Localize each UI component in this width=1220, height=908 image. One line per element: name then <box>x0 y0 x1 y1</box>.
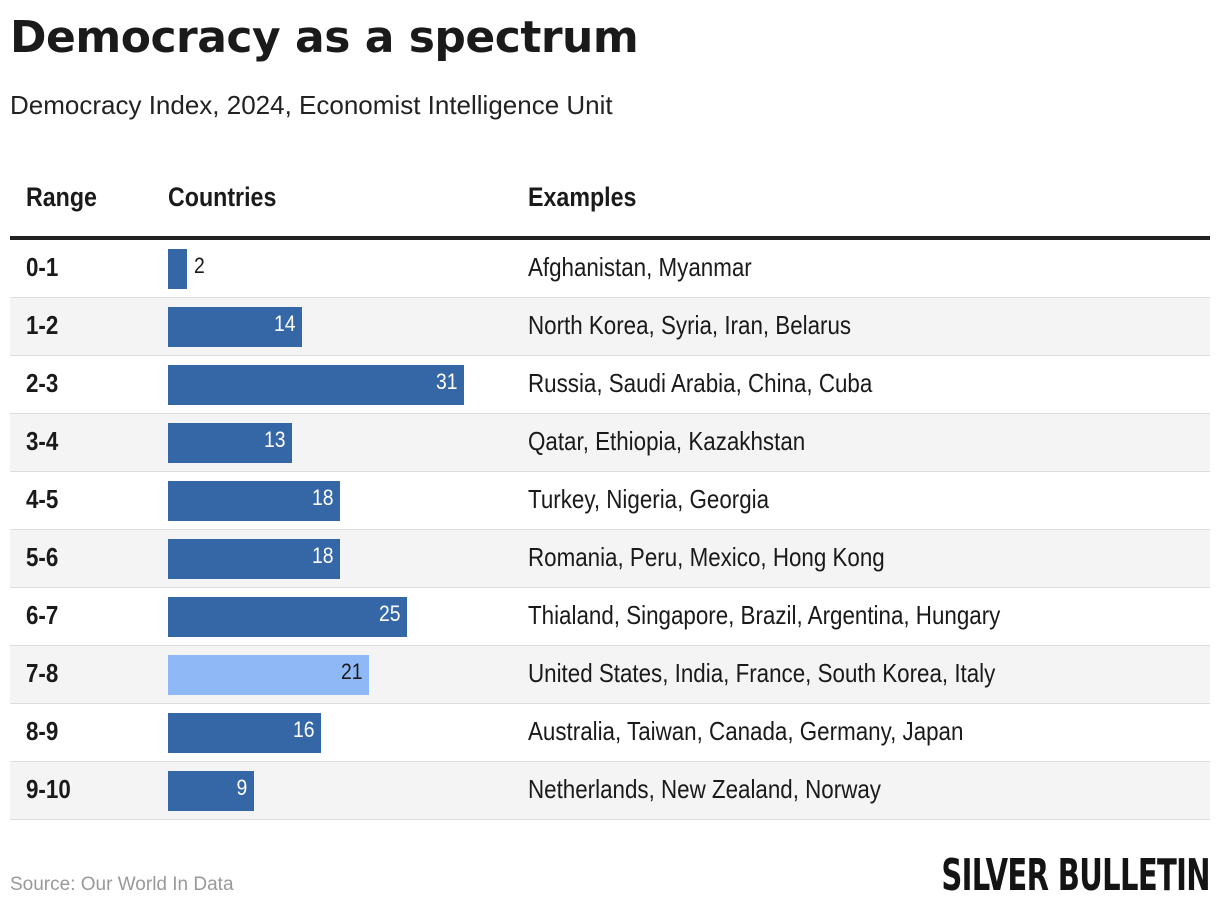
examples-text: North Korea, Syria, Iran, Belarus <box>528 310 852 340</box>
range-label: 4-5 <box>26 484 59 514</box>
table-header: Range Countries Examples <box>10 168 1210 240</box>
bar-6-7 <box>168 597 407 637</box>
table-body: 0-1 2 Afghanistan, Myanmar 1-2 14 North Korea… <box>10 240 1210 820</box>
democracy-table: Range Countries Examples 0-1 2 Afghanistan… <box>10 168 1210 820</box>
brand-logo: SILVER BULLETIN <box>941 850 1210 901</box>
table-row: 0-1 2 Afghanistan, Myanmar <box>10 240 1210 298</box>
bar-value-label: 16 <box>292 717 314 742</box>
table-row: 1-2 14 North Korea, Syria, Iran, Belarus <box>10 298 1210 356</box>
column-header-examples: Examples <box>528 182 637 212</box>
range-label: 6-7 <box>26 600 59 630</box>
range-label: 2-3 <box>26 368 59 398</box>
table-row: 7-8 21 United States, India, France, South… <box>10 646 1210 704</box>
bar-value-label: 21 <box>340 659 362 684</box>
bar-0-1 <box>168 249 187 289</box>
range-label: 0-1 <box>26 252 59 282</box>
table-row: 3-4 13 Qatar, Ethiopia, Kazakhstan <box>10 414 1210 472</box>
bar-2-3 <box>168 365 464 405</box>
bar-7-8 <box>168 655 369 695</box>
table-row: 5-6 18 Romania, Peru, Mexico, Hong Kong <box>10 530 1210 588</box>
bar-8-9 <box>168 713 321 753</box>
examples-text: Turkey, Nigeria, Georgia <box>528 484 770 514</box>
bar-9-10 <box>168 771 254 811</box>
examples-text: Afghanistan, Myanmar <box>528 252 752 282</box>
examples-text: Russia, Saudi Arabia, China, Cuba <box>528 368 873 398</box>
bar-4-5 <box>168 481 340 521</box>
range-label: 1-2 <box>26 310 59 340</box>
table-row: 2-3 31 Russia, Saudi Arabia, China, Cuba <box>10 356 1210 414</box>
column-header-range: Range <box>26 182 97 212</box>
bar-value-label: 2 <box>194 253 205 278</box>
table-row: 9-10 9 Netherlands, New Zealand, Norway <box>10 762 1210 820</box>
bar-5-6 <box>168 539 340 579</box>
chart-title: Democracy as a spectrum <box>10 12 639 63</box>
bar-value-label: 13 <box>263 427 285 452</box>
range-label: 9-10 <box>26 774 71 804</box>
examples-text: Netherlands, New Zealand, Norway <box>528 774 881 804</box>
bar-3-4 <box>168 423 292 463</box>
examples-text: Romania, Peru, Mexico, Hong Kong <box>528 542 885 572</box>
table-row: 4-5 18 Turkey, Nigeria, Georgia <box>10 472 1210 530</box>
range-label: 3-4 <box>26 426 59 456</box>
table-row: 6-7 25 Thialand, Singapore, Brazil, Argent… <box>10 588 1210 646</box>
table-row: 8-9 16 Australia, Taiwan, Canada, Germany,… <box>10 704 1210 762</box>
bar-value-label: 25 <box>378 601 400 626</box>
bar-value-label: 14 <box>273 311 295 336</box>
bar-value-label: 18 <box>311 543 333 568</box>
examples-text: Qatar, Ethiopia, Kazakhstan <box>528 426 806 456</box>
examples-text: Australia, Taiwan, Canada, Germany, Japa… <box>528 716 964 746</box>
range-label: 5-6 <box>26 542 59 572</box>
column-header-countries: Countries <box>168 182 277 212</box>
examples-text: Thialand, Singapore, Brazil, Argentina, … <box>528 600 1001 630</box>
bar-value-label: 18 <box>311 485 333 510</box>
range-label: 7-8 <box>26 658 59 688</box>
examples-text: United States, India, France, South Kore… <box>528 658 996 688</box>
bar-value-label: 31 <box>435 369 457 394</box>
source-note: Source: Our World In Data <box>10 874 234 895</box>
range-label: 8-9 <box>26 716 59 746</box>
bar-value-label: 9 <box>236 775 247 800</box>
bar-1-2 <box>168 307 302 347</box>
chart-subtitle: Democracy Index, 2024, Economist Intelli… <box>10 90 613 120</box>
